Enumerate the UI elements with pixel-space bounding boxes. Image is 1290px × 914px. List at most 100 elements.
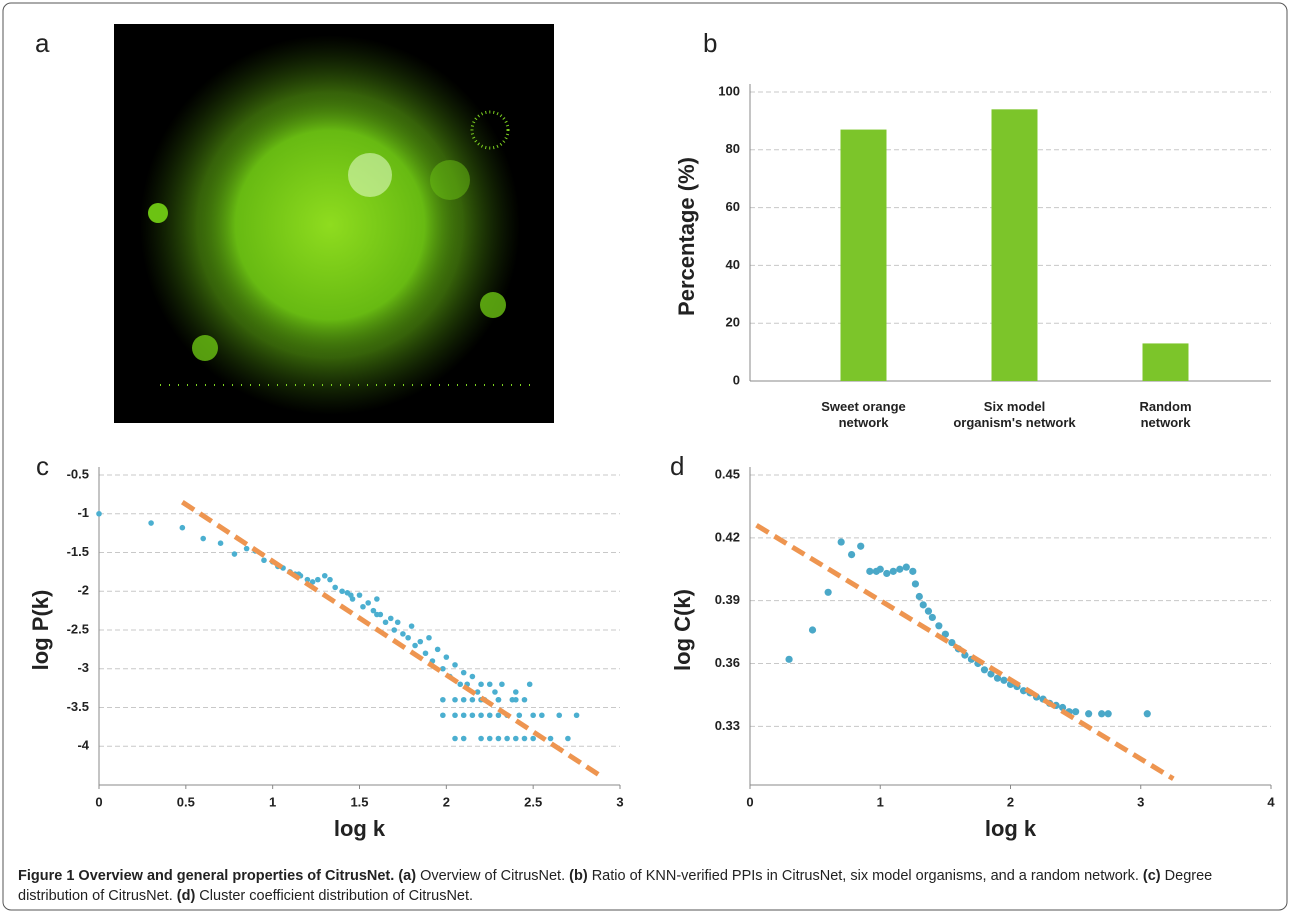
point	[180, 525, 186, 531]
point	[1000, 677, 1007, 684]
x-tick-label: 2.5	[524, 794, 542, 809]
point	[539, 712, 545, 718]
point	[244, 546, 250, 552]
y-tick-label: 0.42	[715, 529, 740, 544]
point	[388, 616, 394, 622]
point	[332, 585, 338, 591]
point	[444, 654, 450, 660]
point	[315, 577, 321, 583]
point	[365, 600, 371, 606]
y-tick-label: -2.5	[67, 621, 89, 636]
point	[548, 736, 554, 742]
point	[339, 588, 345, 594]
point	[903, 564, 910, 571]
x-tick-label: Randomnetwork	[1140, 399, 1192, 430]
caption-run: Cluster coefficient distribution of Citr…	[195, 888, 473, 904]
point	[452, 712, 458, 718]
point	[96, 511, 102, 517]
caption-run: (d)	[173, 888, 196, 904]
y-tick-label: -3	[77, 660, 89, 675]
point	[565, 736, 571, 742]
point	[1085, 710, 1092, 717]
point	[478, 712, 484, 718]
y-tick-label: 60	[726, 199, 740, 214]
panel-label: a	[35, 28, 50, 58]
point	[461, 670, 467, 676]
point	[200, 536, 206, 542]
point	[504, 736, 510, 742]
y-tick-label: -1.5	[67, 544, 89, 559]
y-tick-label: -3.5	[67, 699, 89, 714]
point	[261, 557, 267, 563]
point	[327, 577, 333, 583]
y-tick-label: 0.39	[715, 592, 740, 607]
y-tick-label: 0.45	[715, 466, 740, 481]
point	[838, 538, 845, 545]
y-tick-label: 80	[726, 141, 740, 156]
point	[322, 573, 328, 579]
point	[478, 736, 484, 742]
x-tick-label: 0.5	[177, 794, 195, 809]
x-tick-label-line: Six model	[984, 399, 1045, 414]
caption-run: (c)	[1139, 868, 1161, 884]
point	[440, 712, 446, 718]
x-tick-label: 3	[1137, 794, 1144, 809]
point	[513, 736, 519, 742]
point	[440, 697, 446, 703]
y-tick-label: 0.36	[715, 655, 740, 670]
point	[556, 712, 562, 718]
y-tick-label: -4	[77, 738, 89, 753]
panel-label: d	[670, 451, 684, 481]
point	[487, 712, 493, 718]
point	[574, 712, 580, 718]
point	[522, 697, 528, 703]
point	[487, 736, 493, 742]
panel-label: c	[36, 451, 49, 481]
x-axis-label: log k	[334, 816, 386, 841]
bar	[992, 109, 1038, 381]
panel-label: b	[703, 28, 717, 58]
bar	[841, 130, 887, 381]
point	[470, 674, 476, 680]
point	[423, 650, 429, 656]
point	[378, 612, 384, 618]
point	[383, 619, 389, 625]
x-tick-label: 3	[616, 794, 623, 809]
point	[916, 593, 923, 600]
point	[148, 520, 154, 526]
point	[785, 656, 792, 663]
point	[1144, 710, 1151, 717]
y-tick-label: 40	[726, 257, 740, 272]
network-image	[114, 24, 554, 423]
point	[412, 643, 418, 649]
x-tick-label: 2	[1007, 794, 1014, 809]
point	[457, 681, 463, 687]
y-tick-label: -2	[77, 583, 89, 598]
y-tick-label: 0.33	[715, 718, 740, 733]
point	[461, 712, 467, 718]
point	[409, 623, 415, 629]
point	[461, 736, 467, 742]
point	[470, 697, 476, 703]
point	[400, 631, 406, 637]
point	[877, 566, 884, 573]
point	[470, 712, 476, 718]
point	[492, 689, 498, 695]
point	[405, 635, 411, 641]
point	[426, 635, 432, 641]
point	[417, 639, 423, 645]
point	[981, 666, 988, 673]
caption-run: Overview of CitrusNet.	[416, 868, 565, 884]
point	[848, 551, 855, 558]
x-tick-label: Sweet orangenetwork	[821, 399, 906, 430]
x-tick-label: 2	[443, 794, 450, 809]
point	[499, 681, 505, 687]
caption-run: Ratio of KNN-verified PPIs in CitrusNet,…	[588, 868, 1139, 884]
point	[360, 604, 366, 610]
x-tick-label: 0	[95, 794, 102, 809]
point	[530, 736, 536, 742]
point	[1072, 708, 1079, 715]
trend-line	[182, 502, 602, 777]
point	[866, 568, 873, 575]
point	[435, 647, 441, 653]
